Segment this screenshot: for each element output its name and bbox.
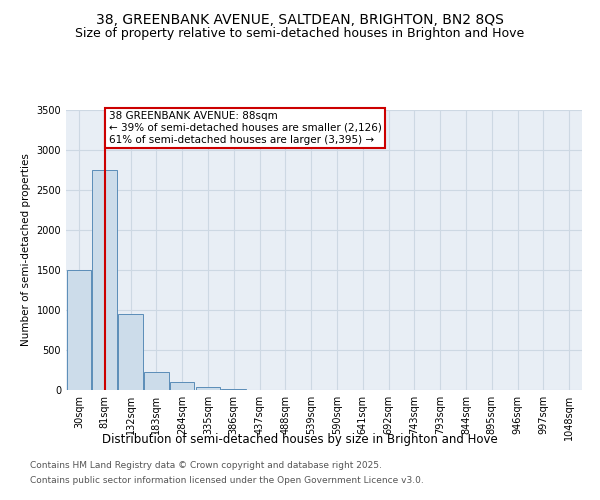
Y-axis label: Number of semi-detached properties: Number of semi-detached properties (21, 154, 31, 346)
Text: Contains HM Land Registry data © Crown copyright and database right 2025.: Contains HM Land Registry data © Crown c… (30, 461, 382, 470)
Bar (144, 372, 169, 390)
Bar (196, 387, 220, 390)
Text: Size of property relative to semi-detached houses in Brighton and Hove: Size of property relative to semi-detach… (76, 28, 524, 40)
Text: 38 GREENBANK AVENUE: 88sqm
← 39% of semi-detached houses are smaller (2,126)
61%: 38 GREENBANK AVENUE: 88sqm ← 39% of semi… (109, 112, 382, 144)
Bar (170, 382, 194, 390)
Bar (67, 270, 91, 390)
Text: 38, GREENBANK AVENUE, SALTDEAN, BRIGHTON, BN2 8QS: 38, GREENBANK AVENUE, SALTDEAN, BRIGHTON… (96, 12, 504, 26)
Bar (118, 314, 143, 390)
Text: Distribution of semi-detached houses by size in Brighton and Hove: Distribution of semi-detached houses by … (102, 432, 498, 446)
Text: Contains public sector information licensed under the Open Government Licence v3: Contains public sector information licen… (30, 476, 424, 485)
Bar (92, 170, 117, 390)
